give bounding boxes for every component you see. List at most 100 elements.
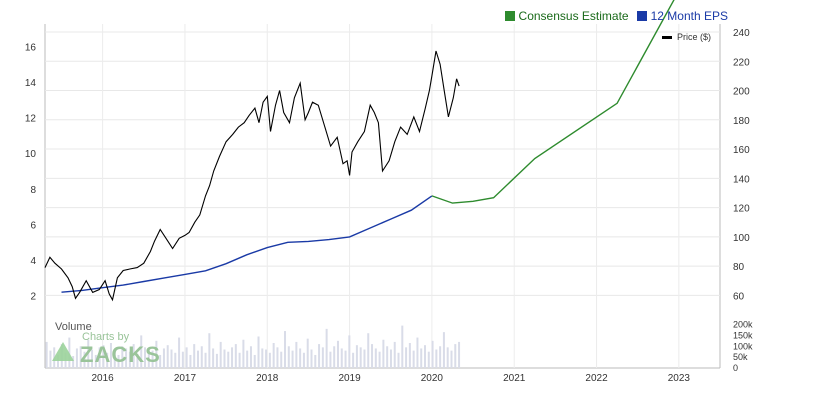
- volume-bar: [401, 325, 404, 368]
- volume-bar: [325, 328, 328, 368]
- volume-bar: [306, 338, 309, 368]
- volume-bar: [185, 347, 188, 368]
- right-tick-label: 60: [733, 291, 745, 302]
- right-axis-price: 60 80 100 120 140 160 180 200 220 240: [733, 28, 750, 302]
- volume-bar: [91, 349, 94, 368]
- x-tick-label: 2019: [338, 373, 361, 384]
- volume-bar: [200, 346, 203, 368]
- series-line-consensus-estimate: [431, 0, 675, 204]
- left-axis-eps: 2 4 6 8 10 12 14 16: [25, 42, 37, 302]
- volume-bar: [140, 335, 143, 368]
- volume-bar: [412, 350, 415, 368]
- volume-bar: [336, 340, 339, 368]
- volume-tick-label: 50k: [733, 352, 748, 362]
- legend-price-swatch: [662, 35, 672, 39]
- volume-bar: [249, 346, 252, 368]
- volume-bar: [318, 344, 321, 368]
- volume-bar: [128, 351, 131, 368]
- volume-bar: [102, 345, 105, 368]
- volume-bar: [344, 350, 347, 368]
- x-tick-label: 2017: [174, 373, 197, 384]
- legend-12-month-eps[interactable]: 12 Month EPS: [636, 9, 728, 23]
- legend-consensus-estimate[interactable]: Consensus Estimate: [504, 9, 629, 23]
- legend-eps-label: 12 Month EPS: [650, 9, 728, 23]
- volume-bar: [408, 343, 411, 368]
- volume-bar: [333, 346, 336, 368]
- volume-bar: [405, 347, 408, 368]
- volume-bar: [223, 349, 226, 368]
- volume-bar: [454, 344, 457, 368]
- x-tick-label: 2023: [668, 373, 691, 384]
- volume-bar: [439, 346, 442, 368]
- volume-bar: [132, 344, 135, 368]
- volume-bar: [416, 337, 419, 368]
- volume-bar: [314, 354, 317, 368]
- volume-bar: [291, 350, 294, 368]
- left-tick-label: 12: [25, 114, 37, 125]
- legend-price[interactable]: Price ($): [662, 32, 711, 42]
- volume-bar: [75, 348, 78, 368]
- volume-bar: [83, 351, 86, 368]
- volume-bar: [302, 352, 305, 368]
- left-tick-label: 6: [30, 220, 36, 231]
- volume-bar: [72, 356, 75, 368]
- volume-bar: [208, 333, 211, 368]
- right-tick-label: 140: [733, 174, 750, 185]
- volume-bar: [435, 349, 438, 368]
- volume-tick-label: 200k: [733, 320, 753, 330]
- volume-bar: [106, 352, 109, 368]
- volume-bar: [340, 348, 343, 368]
- volume-bar: [113, 350, 116, 368]
- volume-bar: [389, 349, 392, 368]
- left-tick-label: 14: [25, 78, 37, 89]
- volume-bar: [204, 352, 207, 368]
- volume-bar: [227, 351, 230, 368]
- right-tick-label: 160: [733, 145, 750, 156]
- volume-bar: [170, 349, 173, 368]
- volume-bar: [363, 349, 366, 368]
- volume-bar: [151, 350, 154, 368]
- volume-bar: [367, 333, 370, 368]
- x-tick-label: 2016: [91, 373, 114, 384]
- zacks-watermark: Charts by ZACKS: [52, 331, 160, 367]
- volume-bar: [276, 347, 279, 368]
- legend-consensus-label: Consensus Estimate: [518, 9, 629, 23]
- volume-bar: [299, 348, 302, 368]
- volume-bar: [352, 352, 355, 368]
- gridlines: [44, 24, 721, 369]
- left-tick-label: 2: [30, 292, 36, 303]
- x-tick-label: 2020: [421, 373, 444, 384]
- volume-bar: [155, 340, 158, 368]
- volume-bar: [265, 349, 268, 368]
- volume-bar: [56, 354, 59, 368]
- volume-bar: [242, 339, 245, 368]
- volume-bar: [257, 336, 260, 368]
- legend-price-label: Price ($): [677, 32, 712, 42]
- volume-bar: [261, 348, 264, 368]
- volume-bar: [121, 346, 124, 368]
- x-tick-label: 2021: [503, 373, 526, 384]
- volume-bar: [321, 347, 324, 368]
- volume-bar: [386, 346, 389, 368]
- volume-bar: [181, 351, 184, 368]
- volume-bar: [238, 352, 241, 368]
- volume-bar: [94, 354, 97, 368]
- volume-bar: [382, 339, 385, 368]
- x-tick-label: 2022: [585, 373, 608, 384]
- volume-bar: [446, 347, 449, 368]
- volume-bar: [431, 340, 434, 368]
- volume-bar: [68, 337, 71, 368]
- left-tick-label: 16: [25, 42, 37, 53]
- volume-bar: [193, 344, 196, 368]
- zacks-logo-icon: [52, 342, 74, 361]
- volume-label: Volume: [55, 321, 92, 333]
- volume-tick-label: 100k: [733, 341, 753, 351]
- volume-bar: [287, 346, 290, 368]
- volume-bar: [374, 348, 377, 368]
- legend-consensus-swatch: [504, 11, 515, 21]
- volume-bar: [234, 344, 237, 368]
- volume-bar: [424, 345, 427, 368]
- volume-bar: [458, 341, 461, 368]
